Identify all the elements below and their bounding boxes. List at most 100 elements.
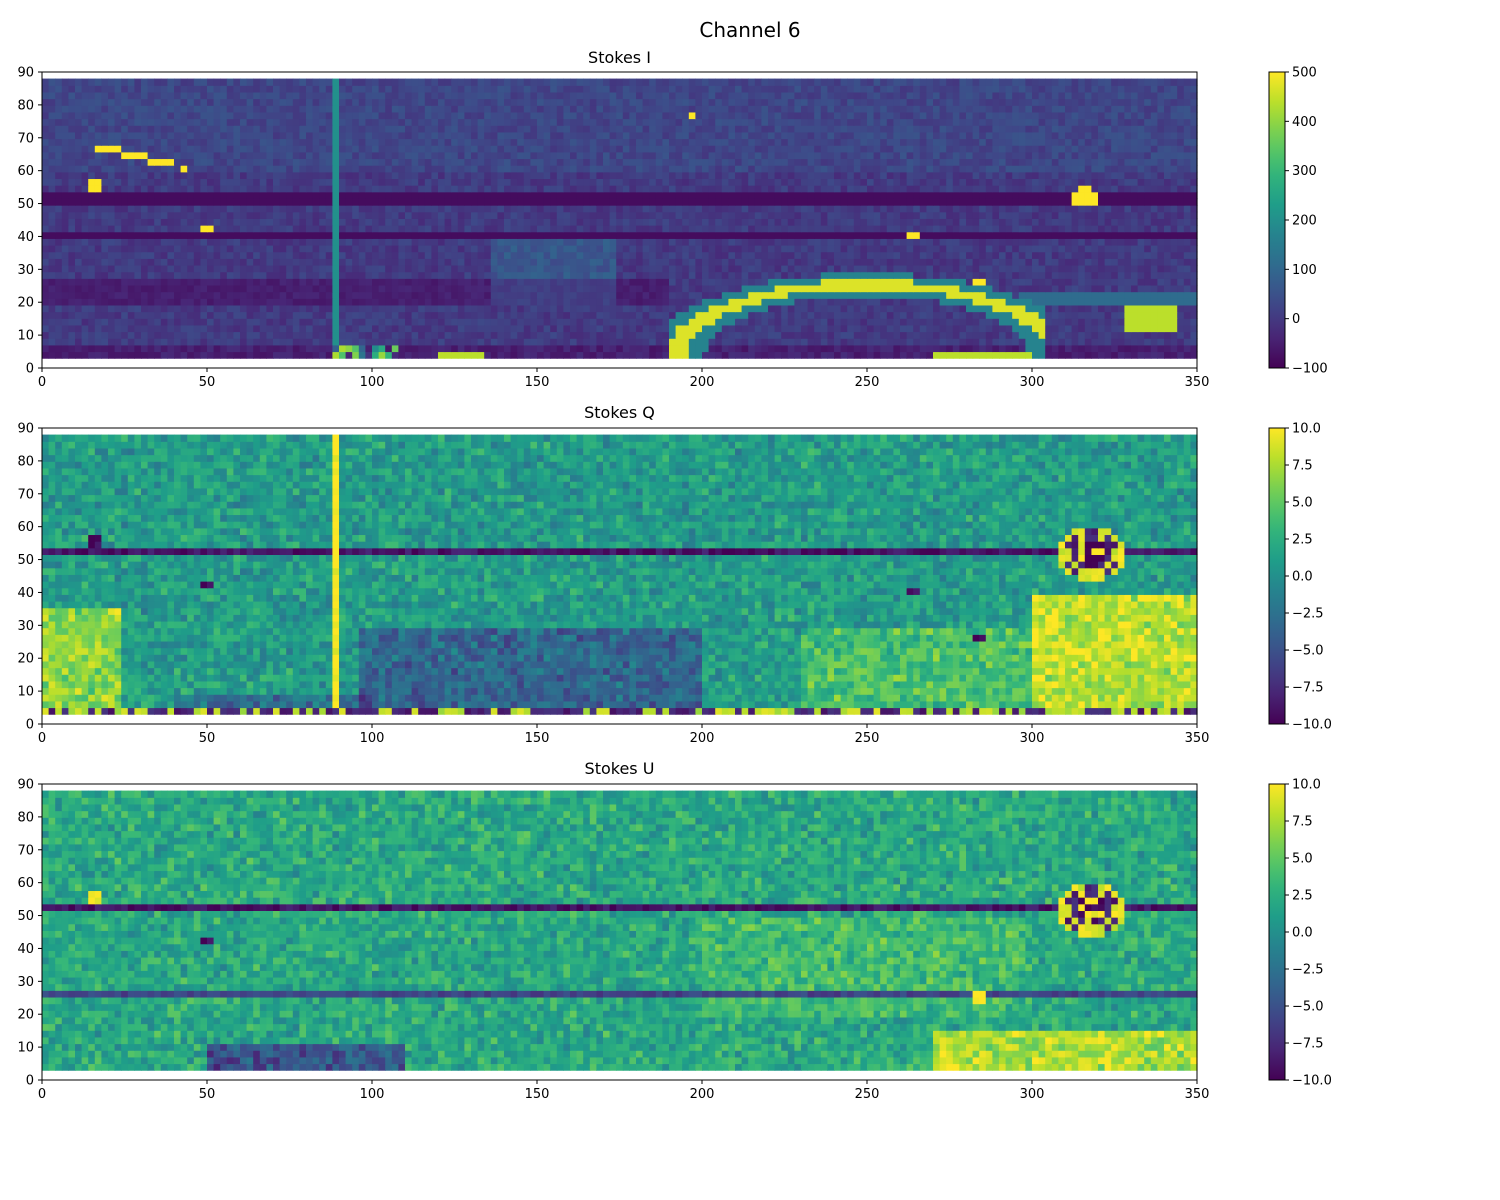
heatmap-cell bbox=[200, 271, 208, 279]
heatmap-cell bbox=[226, 311, 234, 319]
heatmap-cell bbox=[1091, 284, 1099, 293]
heatmap-cell bbox=[471, 338, 479, 346]
heatmap-cell bbox=[1170, 284, 1178, 293]
heatmap-cell bbox=[649, 278, 657, 286]
heatmap-cell bbox=[193, 258, 201, 266]
heatmap-cell bbox=[979, 258, 987, 266]
heatmap-cell bbox=[61, 291, 69, 299]
heatmap-cell bbox=[385, 225, 393, 233]
heatmap-cell bbox=[444, 291, 452, 299]
heatmap-cell bbox=[1038, 225, 1046, 233]
heatmap-cell bbox=[926, 185, 934, 193]
heatmap-cell bbox=[787, 311, 795, 319]
heatmap-cell bbox=[1032, 185, 1040, 193]
heatmap-cell bbox=[253, 264, 261, 273]
heatmap-cell bbox=[952, 271, 960, 279]
heatmap-cell bbox=[391, 258, 399, 266]
heatmap-cell bbox=[543, 291, 551, 299]
heatmap-cell bbox=[279, 331, 287, 339]
heatmap-cell bbox=[141, 264, 149, 273]
heatmap-cell bbox=[1038, 211, 1046, 219]
heatmap-cell bbox=[160, 231, 168, 239]
heatmap-cell bbox=[220, 284, 228, 293]
heatmap-cell bbox=[1045, 331, 1053, 339]
heatmap-cell bbox=[438, 211, 446, 219]
heatmap-cell bbox=[787, 298, 795, 306]
heatmap-cell bbox=[187, 171, 195, 180]
heatmap-cell bbox=[1124, 258, 1132, 266]
heatmap-cell bbox=[530, 251, 538, 259]
heatmap-cell bbox=[583, 338, 591, 346]
heatmap-cell bbox=[233, 304, 241, 313]
heatmap-cell bbox=[616, 178, 624, 186]
heatmap-cell bbox=[114, 165, 122, 173]
heatmap-cell bbox=[1137, 351, 1145, 359]
heatmap-cell bbox=[787, 238, 795, 246]
heatmap-cell bbox=[319, 171, 327, 180]
heatmap-cell bbox=[405, 238, 413, 246]
heatmap-cell bbox=[886, 284, 894, 293]
heatmap-cell bbox=[563, 291, 571, 299]
heatmap-cell bbox=[530, 211, 538, 219]
heatmap-cell bbox=[999, 225, 1007, 233]
heatmap-cell bbox=[959, 171, 967, 180]
heatmap-cell bbox=[286, 351, 294, 359]
heatmap-cell bbox=[1078, 271, 1086, 279]
heatmap-cell bbox=[147, 311, 155, 319]
heatmap-cell bbox=[1038, 338, 1046, 346]
heatmap-cell bbox=[233, 264, 241, 273]
heatmap-cell bbox=[213, 284, 221, 293]
heatmap-cell bbox=[1117, 338, 1125, 346]
heatmap-cell bbox=[68, 291, 76, 299]
heatmap-cell bbox=[952, 198, 960, 206]
heatmap-cell bbox=[985, 304, 993, 313]
heatmap-cell bbox=[444, 191, 452, 199]
heatmap-cell bbox=[160, 291, 168, 299]
heatmap-cell bbox=[563, 205, 571, 213]
heatmap-cell bbox=[1131, 218, 1139, 226]
heatmap-cell bbox=[141, 178, 149, 186]
heatmap-cell bbox=[979, 171, 987, 180]
heatmap-cell bbox=[187, 238, 195, 246]
heatmap-cell bbox=[741, 304, 749, 313]
heatmap-cell bbox=[365, 298, 373, 306]
heatmap-cell bbox=[1018, 284, 1026, 293]
heatmap-cell bbox=[325, 171, 333, 180]
heatmap-cell bbox=[358, 171, 366, 180]
heatmap-cell bbox=[266, 198, 274, 206]
heatmap-cell bbox=[431, 165, 439, 173]
heatmap-cell bbox=[1170, 311, 1178, 319]
heatmap-cell bbox=[563, 298, 571, 306]
heatmap-cell bbox=[424, 238, 432, 246]
heatmap-cell bbox=[207, 324, 215, 333]
heatmap-cell bbox=[121, 311, 129, 319]
heatmap-cell bbox=[167, 244, 175, 253]
heatmap-cell bbox=[42, 331, 50, 339]
heatmap-cell bbox=[675, 185, 683, 193]
heatmap-cell bbox=[319, 318, 327, 326]
heatmap-cell bbox=[550, 258, 558, 266]
heatmap-cell bbox=[306, 291, 314, 299]
heatmap-cell bbox=[847, 225, 855, 233]
heatmap-cell bbox=[946, 311, 954, 319]
heatmap-cell bbox=[464, 284, 472, 293]
heatmap-cell bbox=[1091, 211, 1099, 219]
heatmap-cell bbox=[827, 244, 835, 253]
heatmap-cell bbox=[193, 238, 201, 246]
heatmap-cell bbox=[576, 251, 584, 259]
heatmap-cell bbox=[537, 244, 545, 253]
heatmap-cell bbox=[174, 338, 182, 346]
heatmap-cell bbox=[906, 258, 914, 266]
heatmap-cell bbox=[424, 218, 432, 226]
heatmap-cell bbox=[1131, 324, 1139, 333]
heatmap-cell bbox=[550, 264, 558, 273]
heatmap-cell bbox=[1104, 338, 1112, 346]
heatmap-cell bbox=[108, 185, 116, 193]
heatmap-cell bbox=[1025, 264, 1033, 273]
heatmap-cell bbox=[490, 351, 498, 359]
heatmap-cell bbox=[134, 264, 142, 273]
heatmap-cell bbox=[319, 244, 327, 253]
heatmap-cell bbox=[431, 278, 439, 286]
heatmap-cell bbox=[906, 338, 914, 346]
heatmap-cell bbox=[827, 344, 835, 353]
